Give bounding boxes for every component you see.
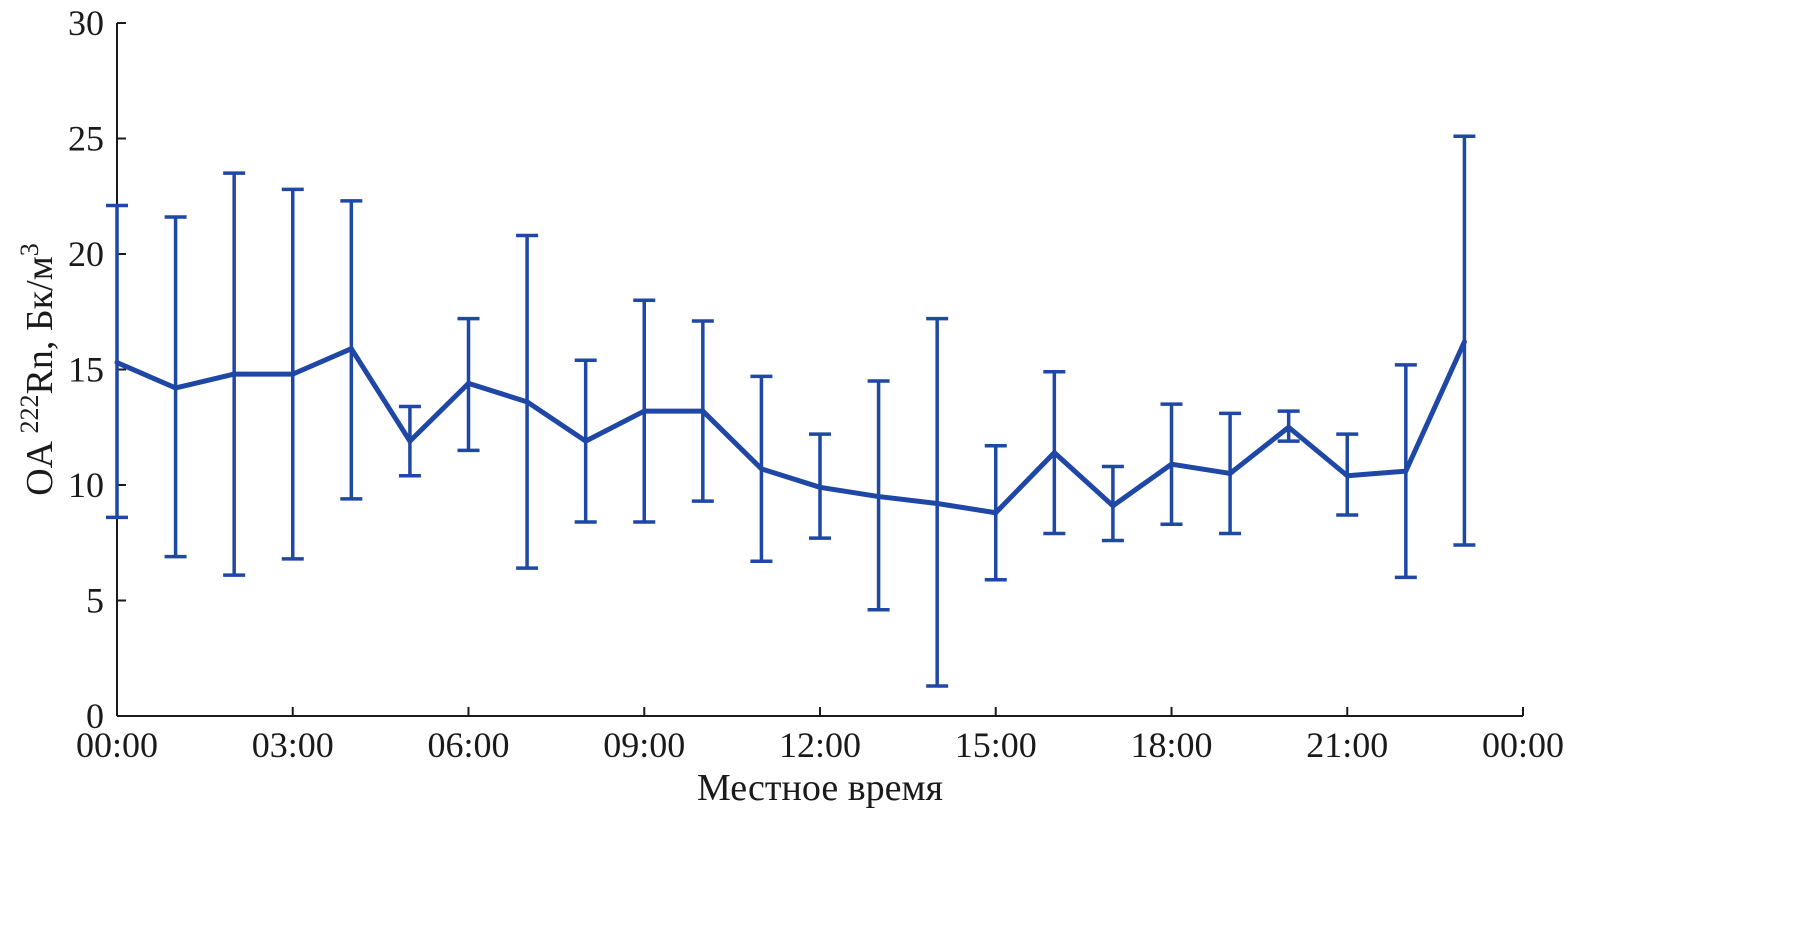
data-point (231, 371, 237, 377)
data-point (524, 399, 530, 405)
y-axis-title-unit: Rn, Бк/м (19, 256, 61, 394)
data-point (1286, 424, 1292, 430)
y-tick-label: 5 (86, 581, 104, 621)
data-point (1110, 503, 1116, 509)
data-point (583, 438, 589, 444)
x-ticks: 00:00 03:00 06:00 09:00 12:00 15:00 18:00 21:00… (76, 707, 1564, 765)
data-point (466, 380, 471, 386)
data-point (1461, 339, 1467, 345)
axes (116, 23, 1523, 717)
x-tick-label: 06:00 (427, 725, 509, 765)
y-tick-label: 15 (68, 350, 104, 390)
data-point (641, 408, 647, 414)
y-axis-title-exponent: 3 (15, 243, 44, 256)
data-point (348, 346, 354, 352)
data-point (993, 510, 999, 516)
x-tick-label: 21:00 (1306, 725, 1388, 765)
x-tick-label: 00:00 (76, 725, 158, 765)
y-tick-label: 10 (68, 465, 104, 505)
x-axis-title: Местное время (697, 767, 943, 809)
data-point (114, 360, 120, 366)
x-tick-label: 15:00 (955, 725, 1037, 765)
y-tick-label: 20 (68, 234, 104, 274)
series-line (116, 340, 1467, 516)
data-point (407, 438, 413, 444)
data-point (934, 500, 940, 506)
y-tick-label: 0 (86, 696, 104, 736)
y-axis-title: OA 222Rn, Бк/м3 (15, 243, 62, 496)
data-point (758, 466, 764, 472)
y-ticks: 0 5 10 15 20 25 30 (68, 3, 126, 736)
data-point (1403, 468, 1409, 474)
x-tick-label: 09:00 (603, 725, 685, 765)
data-point (1344, 473, 1350, 479)
series (114, 339, 1467, 516)
error-bars (106, 134, 1476, 688)
x-tick-label: 18:00 (1130, 725, 1212, 765)
y-tick-label: 25 (68, 119, 104, 159)
data-point (700, 408, 706, 414)
y-tick-label: 30 (68, 3, 104, 43)
data-point (817, 484, 823, 490)
data-point (1169, 461, 1174, 467)
data-point (1227, 470, 1233, 476)
x-tick-label: 03:00 (252, 725, 334, 765)
y-axis-title-isotope: 222 (15, 394, 44, 433)
x-tick-label: 12:00 (779, 725, 861, 765)
data-point (876, 494, 882, 500)
data-point (173, 385, 179, 391)
x-tick-label: 00:00 (1482, 725, 1564, 765)
y-axis-title-prefix: OA (19, 433, 61, 495)
data-point (290, 371, 296, 377)
data-point (1051, 450, 1057, 456)
